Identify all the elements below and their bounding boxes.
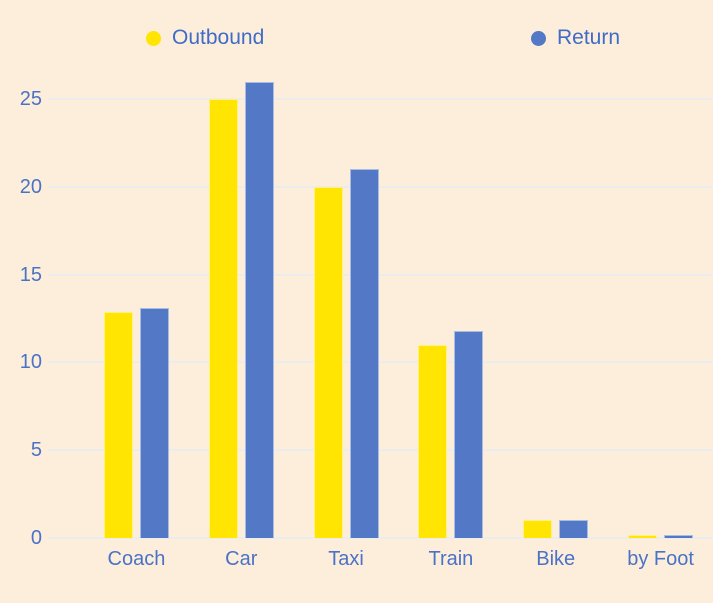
legend-label-outbound: Outbound (172, 26, 265, 49)
bar-return-bike (559, 520, 589, 538)
plot-area: 0 5 10 15 20 25 (0, 64, 713, 549)
gridline-0 (48, 537, 713, 539)
bar-return-by-foot (664, 535, 694, 538)
bar-group-car (189, 64, 294, 538)
x-axis-label-train: Train (428, 548, 474, 570)
bar-return-taxi (349, 169, 379, 538)
chart-legend: Outbound Return (0, 26, 713, 50)
bar-group-bike (503, 64, 608, 538)
y-axis-tick-label-0: 0 (30, 527, 42, 549)
return-swatch-icon (531, 30, 546, 46)
bar-outbound-bike (523, 520, 553, 538)
y-axis-tick-label-25: 25 (19, 88, 42, 111)
bar-group-taxi (294, 64, 399, 538)
gridline-15 (48, 273, 713, 276)
x-axis-label-bike: Bike (536, 548, 576, 570)
x-axis-label-taxi: Taxi (328, 548, 364, 570)
x-axis-label-car: Car (225, 548, 258, 570)
y-axis-tick-label-5: 5 (30, 439, 42, 462)
legend-item-return: Return (531, 26, 620, 50)
bar-outbound-coach (103, 311, 133, 538)
y-axis-tick-label-10: 10 (19, 351, 42, 374)
bar-outbound-by-foot (628, 534, 658, 538)
gridline-5 (48, 449, 713, 452)
legend-label-return: Return (557, 26, 621, 49)
bar-outbound-train (418, 344, 448, 538)
gridline-10 (48, 361, 713, 364)
x-axis: Coach Car Taxi Train Bike by Foot (84, 546, 713, 572)
legend-item-outbound: Outbound (146, 26, 264, 50)
bar-group-by-foot (608, 64, 713, 538)
bar-return-train (454, 330, 484, 538)
bar-return-car (244, 81, 274, 538)
bar-group-train (398, 64, 503, 538)
x-axis-label-by-foot: by Foot (627, 548, 694, 570)
y-axis-tick-label-20: 20 (19, 175, 42, 198)
gridline-20 (48, 185, 713, 188)
x-axis-label-coach: Coach (107, 548, 166, 570)
bars-layer (84, 64, 713, 538)
outbound-swatch-icon (146, 30, 161, 46)
gridline-25 (48, 98, 713, 101)
bar-return-coach (139, 308, 169, 538)
y-axis-tick-label-15: 15 (19, 263, 42, 286)
bar-outbound-car (208, 99, 238, 538)
bar-outbound-taxi (313, 186, 343, 538)
bar-group-coach (84, 64, 189, 538)
